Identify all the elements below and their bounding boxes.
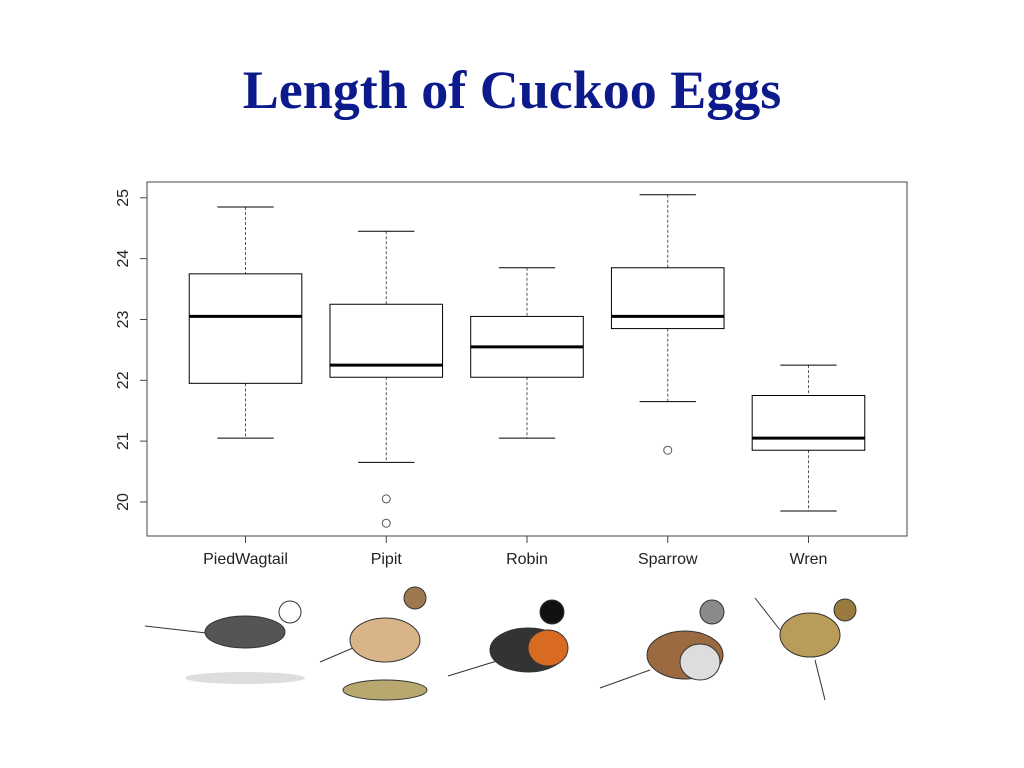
y-tick-label: 21: [115, 432, 132, 450]
box: [610, 267, 725, 330]
wren: [754, 597, 857, 701]
chart-title: Length of Cuckoo Eggs: [243, 60, 782, 120]
y-tick-label: 24: [115, 250, 132, 268]
y-tick-label: 25: [115, 189, 132, 207]
outlier: [381, 494, 391, 504]
y-tick-label: 20: [115, 493, 132, 511]
y-tick-label: 22: [115, 371, 132, 389]
x-tick-label: PiedWagtail: [203, 551, 288, 568]
outlier: [381, 518, 391, 528]
x-tick-label: Sparrow: [638, 551, 698, 568]
robin: [447, 599, 569, 677]
x-tick-label: Pipit: [371, 551, 403, 568]
pipit: [319, 586, 428, 701]
y-tick-label: 23: [115, 310, 132, 328]
bird-illustrations: [144, 586, 857, 701]
wagtail: [144, 600, 305, 684]
box: [751, 394, 866, 451]
x-tick-label: Wren: [790, 551, 828, 568]
sparrow: [599, 599, 725, 689]
outlier: [663, 445, 673, 455]
x-tick-label: Robin: [506, 551, 548, 568]
box: [188, 273, 303, 384]
